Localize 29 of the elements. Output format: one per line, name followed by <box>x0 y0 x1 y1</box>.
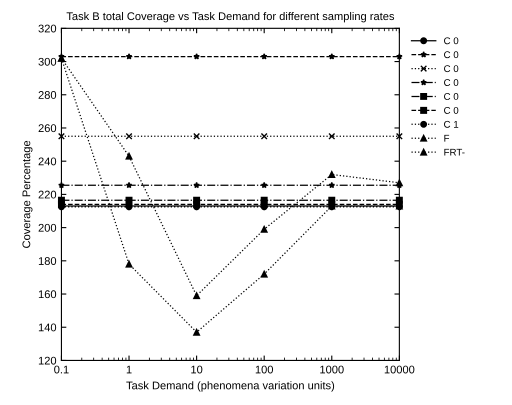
legend-label: F <box>444 134 450 142</box>
legend-label: C 0 <box>444 65 458 72</box>
legend-label: C 1 <box>444 120 458 128</box>
x-tick-label: 10 <box>191 366 202 374</box>
y-tick-label: 220 <box>38 190 56 199</box>
legend-label: C 0 <box>444 37 458 44</box>
y-tick-label: 280 <box>38 91 56 99</box>
legend-label: C 0 <box>444 79 458 86</box>
y-tick-label: 180 <box>38 257 56 265</box>
y-tick-label: 160 <box>38 290 56 298</box>
chart-title: Task B total Coverage vs Task Demand for different sampling rates <box>66 12 394 22</box>
legend-label: FRT- <box>444 148 465 156</box>
y-tick-label: 300 <box>38 58 56 66</box>
x-tick-label: 10000 <box>384 366 414 374</box>
y-tick-label: 200 <box>38 224 56 232</box>
legend-label: C 0 <box>444 106 458 114</box>
legend-label: C 0 <box>444 93 458 100</box>
y-tick-label: 260 <box>38 124 56 132</box>
x-tick-label: 1 <box>126 366 132 374</box>
legend-label: C 0 <box>444 51 458 58</box>
x-axis-title: Task Demand (phenomena variation units) <box>126 381 334 392</box>
y-tick-label: 320 <box>38 24 56 32</box>
x-tick-label: 0.1 <box>54 366 69 374</box>
y-tick-label: 140 <box>38 324 56 332</box>
x-tick-label: 100 <box>256 366 274 374</box>
y-axis-title: Coverage Percentage <box>22 140 32 248</box>
y-tick-label: 120 <box>38 356 56 365</box>
y-tick-label: 240 <box>38 157 56 166</box>
x-tick-label: 1000 <box>320 366 344 374</box>
